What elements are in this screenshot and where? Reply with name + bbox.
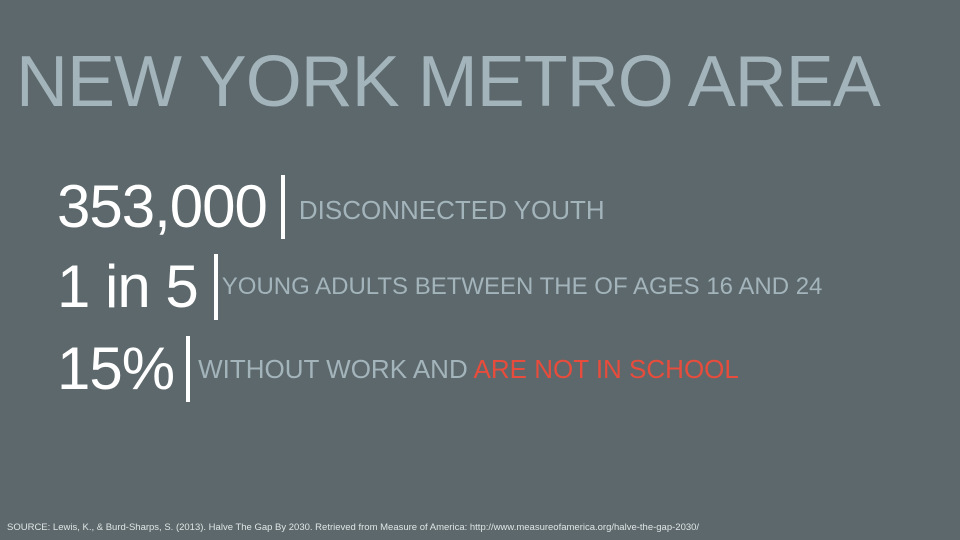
source-citation: SOURCE: Lewis, K., & Burd-Sharps, S. (20… — [7, 522, 700, 533]
stat-description-highlight: ARE NOT IN SCHOOL — [473, 354, 739, 384]
slide-title: NEW YORK METRO AREA — [16, 42, 881, 122]
stat-number: 1 in 5 — [57, 253, 199, 320]
stat-row-without-work: 15% WITHOUT WORK AND ARE NOT IN SCHOOL — [57, 334, 739, 404]
stat-description-prefix: WITHOUT WORK AND — [198, 354, 474, 384]
stat-row-young-adults: 1 in 5 YOUNG ADULTS BETWEEN THE OF AGES … — [57, 252, 822, 322]
stat-row-disconnected-youth: 353,000 DISCONNECTED YOUTH — [57, 172, 605, 242]
stat-divider — [213, 254, 218, 320]
stat-description: YOUNG ADULTS BETWEEN THE OF AGES 16 AND … — [221, 273, 823, 300]
stat-divider — [280, 175, 285, 239]
stat-description: DISCONNECTED YOUTH — [298, 195, 605, 225]
stat-number: 353,000 — [57, 173, 268, 240]
stat-number: 15% — [57, 335, 175, 402]
stat-description: WITHOUT WORK AND ARE NOT IN SCHOOL — [198, 354, 739, 384]
stat-divider — [186, 336, 191, 402]
